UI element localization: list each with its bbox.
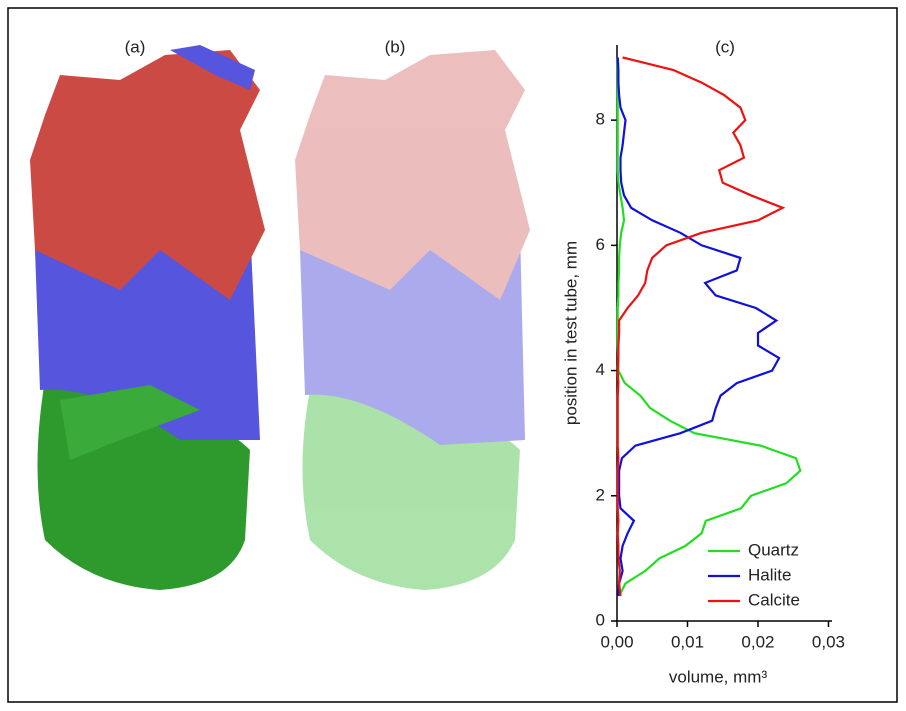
- y-tick-label: 8: [596, 110, 605, 129]
- x-tick-label: 0,00: [600, 632, 633, 651]
- chart-title: (c): [715, 37, 735, 56]
- y-tick-label: 4: [596, 360, 605, 379]
- series-line: [618, 58, 783, 597]
- legend-label: Halite: [748, 565, 791, 584]
- panel-label: (a): [125, 37, 146, 56]
- legend-label: Calcite: [748, 590, 800, 609]
- series-line: [618, 58, 779, 597]
- x-tick-label: 0,02: [741, 632, 774, 651]
- rendering-a: [30, 45, 265, 590]
- y-tick-label: 0: [596, 610, 605, 629]
- x-tick-label: 0,03: [812, 632, 845, 651]
- y-axis-label: position in test tube, mm: [561, 241, 580, 425]
- legend-label: Quartz: [748, 540, 799, 559]
- series-line: [618, 58, 801, 597]
- x-tick-label: 0,01: [671, 632, 704, 651]
- figure: (a) (b) (c) volume, mm³ position in test…: [0, 0, 906, 711]
- y-tick-label: 2: [596, 485, 605, 504]
- x-axis-label: volume, mm³: [669, 667, 768, 686]
- panel-label: (b): [385, 37, 406, 56]
- rendering-b: [295, 50, 530, 590]
- y-tick-label: 6: [596, 235, 605, 254]
